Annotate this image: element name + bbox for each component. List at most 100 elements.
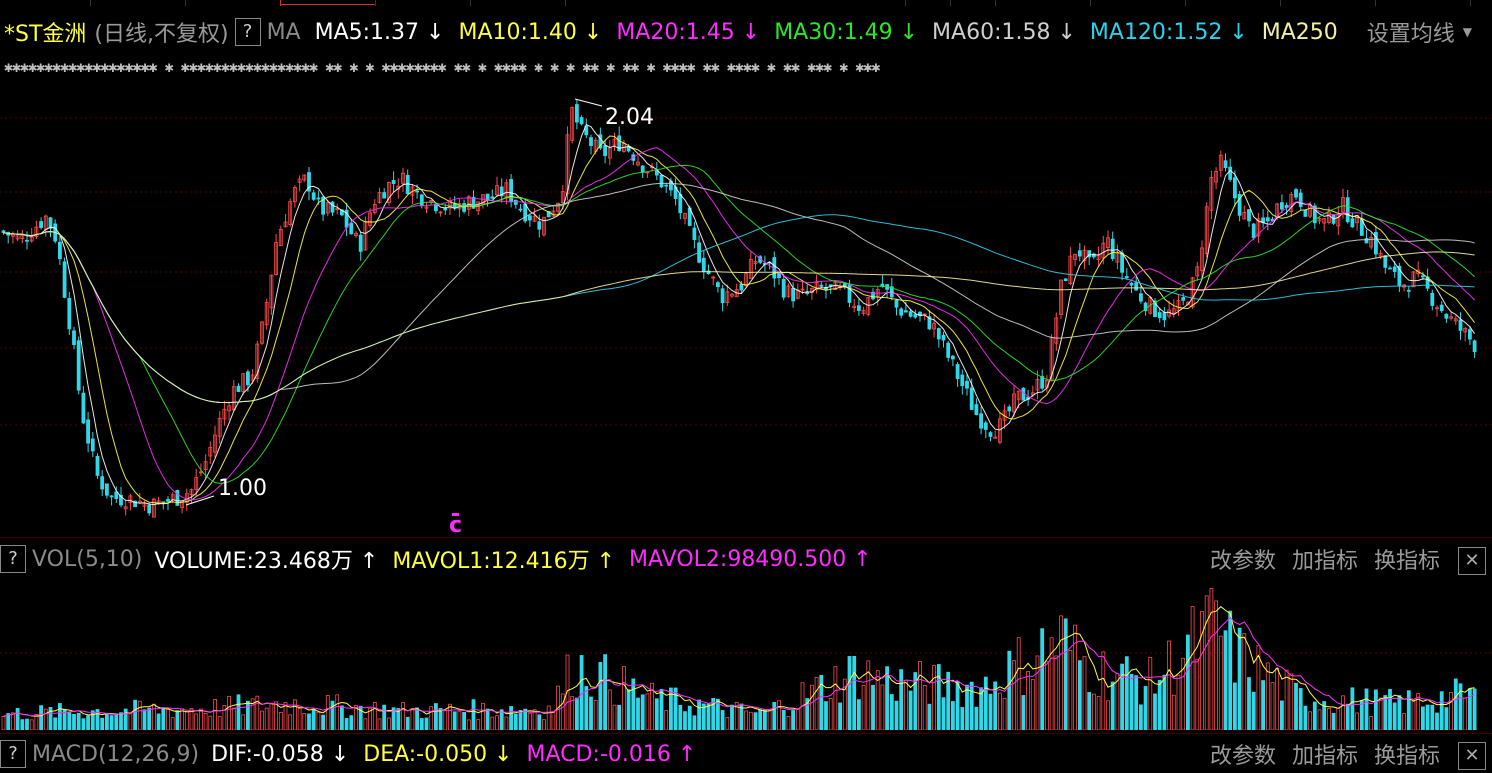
candle [25, 239, 29, 242]
volume-bar [1261, 680, 1265, 730]
candle [983, 422, 988, 430]
candle [90, 438, 95, 452]
dif-value: DIF:-0.058 ↓ [211, 741, 350, 767]
candle [908, 311, 913, 317]
modify-params-button[interactable]: 改参数 [1209, 549, 1276, 574]
candle [1115, 253, 1120, 263]
candle [786, 285, 791, 297]
volume-bar [1143, 686, 1148, 730]
volume-bar [786, 716, 791, 730]
candle [857, 305, 861, 311]
macd-modify-params-button[interactable]: 改参数 [1209, 744, 1276, 769]
vol-indicator-label[interactable]: VOL(5,10) [32, 546, 143, 572]
volume-bar [927, 703, 932, 730]
candle [1171, 308, 1176, 314]
candle [1204, 206, 1209, 254]
volume-bar [960, 707, 965, 730]
candle [208, 446, 213, 457]
candle [725, 291, 730, 304]
volume-bar [1312, 701, 1317, 730]
volume-bar [857, 699, 861, 730]
volume-bar [922, 684, 927, 730]
indicator-name[interactable]: MA [266, 19, 301, 45]
vol-help-button[interactable]: ? [0, 545, 26, 573]
mavol2-value: MAVOL2:98490.500 ↑ [629, 546, 872, 572]
candle [1341, 197, 1345, 213]
volume-bar [1435, 712, 1439, 730]
candle [692, 227, 697, 240]
candle [664, 184, 669, 187]
volume-bar [936, 664, 941, 730]
mavol2-line [3, 616, 1475, 717]
price-chart[interactable]: 2.04 1.00 c [0, 82, 1492, 537]
candle [283, 221, 288, 228]
volume-bar [137, 700, 142, 730]
add-indicator-button[interactable]: 加指标 [1291, 549, 1358, 574]
candle [321, 196, 326, 215]
help-button[interactable]: ? [234, 18, 261, 46]
candle [236, 385, 241, 393]
volume-bar [575, 697, 579, 730]
candle [495, 185, 499, 196]
candle [222, 408, 227, 420]
candle [1200, 247, 1204, 271]
volume-bar [264, 707, 269, 730]
candle [542, 216, 546, 236]
ma-settings-button[interactable]: 设置均线 ▼ [1362, 14, 1472, 50]
volume-bar [565, 654, 570, 730]
macd-add-indicator-button[interactable]: 加指标 [1291, 744, 1358, 769]
candle [1124, 276, 1129, 279]
volume-bar [1228, 610, 1233, 730]
candle [951, 355, 955, 360]
swap-indicator-button[interactable]: 换指标 [1373, 549, 1440, 574]
ma-item-0: MA5:1.37 ↓ [314, 19, 445, 45]
volume-bar [1106, 700, 1110, 730]
candle [791, 287, 795, 302]
volume-bar [730, 704, 734, 730]
macd-close-icon[interactable]: ✕ [1458, 742, 1486, 770]
volume-bar [969, 681, 974, 730]
volume-bar [979, 687, 983, 730]
volume-bar [457, 710, 462, 730]
candle [960, 374, 965, 387]
volume-bar [838, 702, 842, 730]
candle [354, 233, 358, 237]
volume-bar [1251, 691, 1256, 730]
volume-bar [307, 713, 311, 730]
volume-bar [584, 686, 589, 730]
candle [109, 495, 114, 498]
volume-bar [1453, 678, 1458, 730]
candle [537, 221, 542, 230]
candle [194, 477, 199, 491]
volume-bar [344, 718, 349, 730]
candle [217, 417, 222, 437]
volume-chart[interactable] [0, 578, 1492, 730]
macd-swap-indicator-button[interactable]: 换指标 [1373, 744, 1440, 769]
candle [871, 291, 875, 300]
close-icon[interactable]: ✕ [1458, 547, 1486, 575]
candle [269, 274, 274, 309]
candle [433, 204, 438, 212]
macd-help-button[interactable]: ? [0, 740, 26, 768]
candle [504, 182, 509, 198]
candle [166, 499, 170, 502]
candle [739, 283, 744, 291]
stock-name[interactable]: *ST金洲 [4, 22, 87, 47]
candle [659, 174, 664, 188]
candle [1463, 327, 1468, 333]
volume-bar [363, 718, 368, 730]
volume-bar [1317, 709, 1322, 730]
macd-indicator-label[interactable]: MACD(12,26,9) [32, 741, 200, 767]
candle [617, 135, 622, 152]
volume-bar [1026, 671, 1030, 730]
mavol1-line [3, 605, 1475, 717]
volume-bar [142, 709, 147, 730]
candle [777, 272, 781, 279]
volume-bar [542, 719, 546, 730]
volume-bar [208, 715, 213, 730]
volume-bar [1049, 637, 1054, 730]
candle [955, 364, 960, 380]
ma-line-ma30 [3, 164, 1475, 484]
volume-value: VOLUME:23.468万 ↑ [154, 549, 379, 574]
volume-bar [462, 712, 467, 730]
